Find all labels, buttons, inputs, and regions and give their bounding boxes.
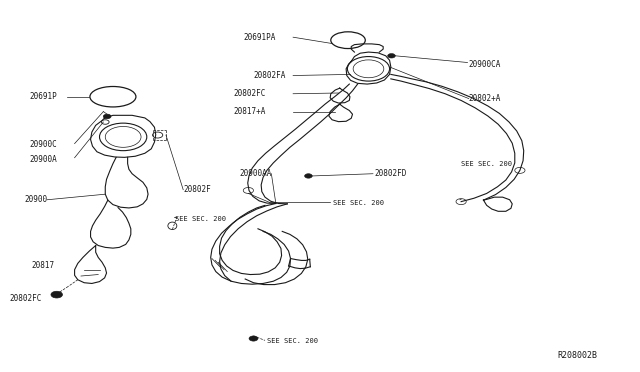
Text: SEE SEC. 200: SEE SEC. 200: [461, 161, 512, 167]
Text: 20802FC: 20802FC: [9, 294, 42, 303]
Text: 20900A: 20900A: [29, 155, 58, 164]
Text: 20802F: 20802F: [183, 185, 211, 194]
Text: SEE SEC. 200: SEE SEC. 200: [333, 201, 385, 206]
Text: SEE SEC. 200: SEE SEC. 200: [267, 339, 318, 344]
Circle shape: [388, 54, 396, 58]
Text: 20817: 20817: [31, 261, 54, 270]
Text: R208002B: R208002B: [557, 351, 597, 360]
Text: 20900: 20900: [24, 195, 47, 204]
Text: 20802FD: 20802FD: [374, 169, 406, 178]
Text: 20900CA: 20900CA: [468, 60, 501, 69]
Text: 20817+A: 20817+A: [233, 107, 266, 116]
Circle shape: [249, 336, 258, 341]
Text: 20691PA: 20691PA: [243, 33, 276, 42]
Text: 20802FC: 20802FC: [233, 89, 266, 98]
Circle shape: [103, 114, 111, 119]
Circle shape: [51, 291, 63, 298]
Circle shape: [305, 174, 312, 178]
Text: 20802FA: 20802FA: [253, 71, 286, 80]
Text: SEE SEC. 200: SEE SEC. 200: [175, 216, 226, 222]
Text: 20802+A: 20802+A: [468, 94, 501, 103]
Text: 20900AA: 20900AA: [239, 169, 271, 178]
Text: 20900C: 20900C: [29, 140, 58, 149]
Text: 20691P: 20691P: [29, 92, 58, 101]
